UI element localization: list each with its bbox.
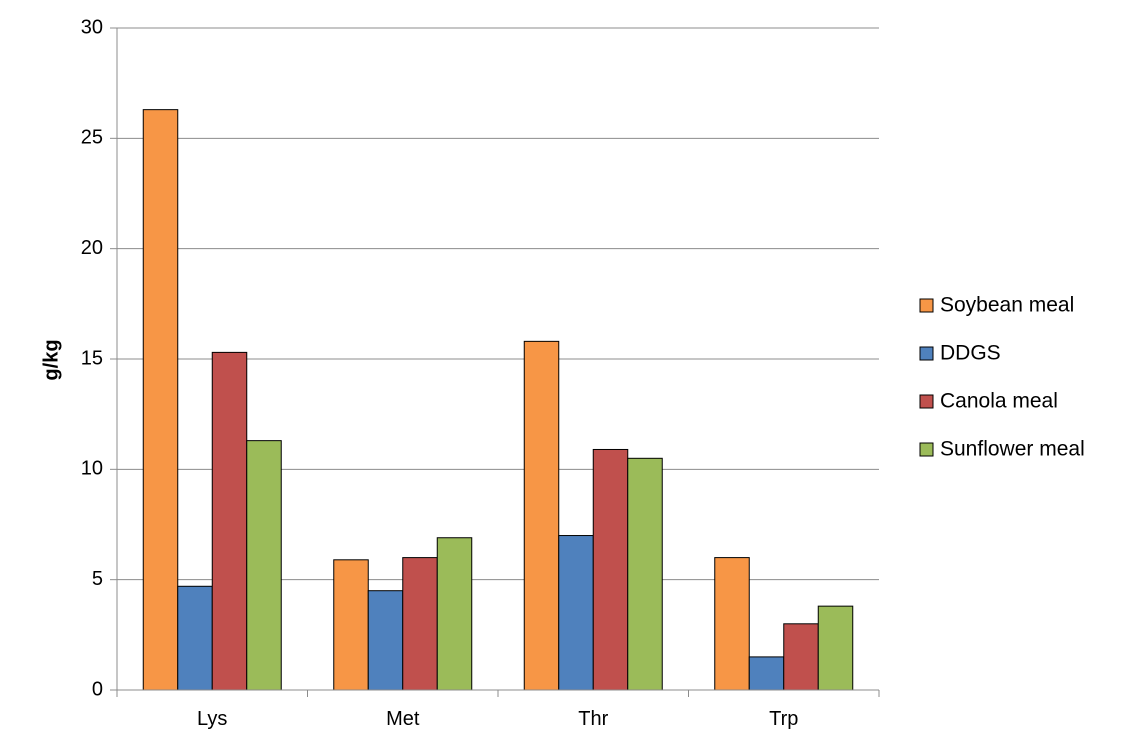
y-tick-label: 30 bbox=[81, 16, 103, 38]
x-tick-label: Met bbox=[386, 708, 420, 730]
legend-swatch bbox=[919, 442, 934, 457]
y-tick-label: 25 bbox=[81, 127, 103, 149]
bar-soybean-meal-thr bbox=[523, 340, 560, 691]
y-tick-label: 10 bbox=[81, 458, 103, 480]
legend-label: DDGS bbox=[940, 342, 1001, 365]
bar-sunflower-meal-lys bbox=[246, 440, 282, 691]
x-tick-label: Thr bbox=[578, 708, 608, 730]
bar-sunflower-meal-thr bbox=[627, 457, 663, 691]
bar-ddgs-lys bbox=[177, 585, 213, 691]
legend: Soybean meal DDGS Canola meal Sunflower mea… bbox=[919, 294, 1085, 461]
bar-ddgs-trp bbox=[748, 656, 785, 691]
legend-label: Canola meal bbox=[940, 390, 1058, 413]
legend-swatch bbox=[919, 298, 934, 313]
bar-canola-meal-thr bbox=[592, 448, 629, 691]
legend-label: Soybean meal bbox=[940, 294, 1074, 317]
bar-soybean-meal-lys bbox=[142, 109, 179, 691]
bars bbox=[142, 109, 854, 691]
y-tick-label: 5 bbox=[92, 568, 103, 590]
bar-canola-meal-met bbox=[402, 557, 438, 691]
x-tick-label: Trp bbox=[769, 708, 798, 730]
axes: 0 5 10 15 20 25 30 Lys Met Thr Trp bbox=[81, 16, 880, 730]
bar-sunflower-meal-met bbox=[436, 537, 473, 691]
y-axis-label: g/kg bbox=[40, 339, 62, 380]
bar-soybean-meal-met bbox=[333, 559, 369, 691]
bar-ddgs-met bbox=[367, 590, 404, 691]
legend-label: Sunflower meal bbox=[940, 438, 1085, 461]
y-tick-label: 0 bbox=[92, 678, 103, 700]
legend-swatch bbox=[919, 394, 934, 409]
bar-soybean-meal-trp bbox=[714, 557, 750, 691]
y-tick-label: 20 bbox=[81, 237, 103, 259]
bar-sunflower-meal-trp bbox=[817, 605, 854, 691]
bar-ddgs-thr bbox=[558, 535, 594, 691]
y-tick-label: 15 bbox=[81, 347, 103, 369]
x-tick-label: Lys bbox=[197, 708, 227, 730]
legend-swatch bbox=[919, 346, 934, 361]
bar-canola-meal-lys bbox=[211, 351, 248, 691]
bar-canola-meal-trp bbox=[783, 623, 819, 691]
